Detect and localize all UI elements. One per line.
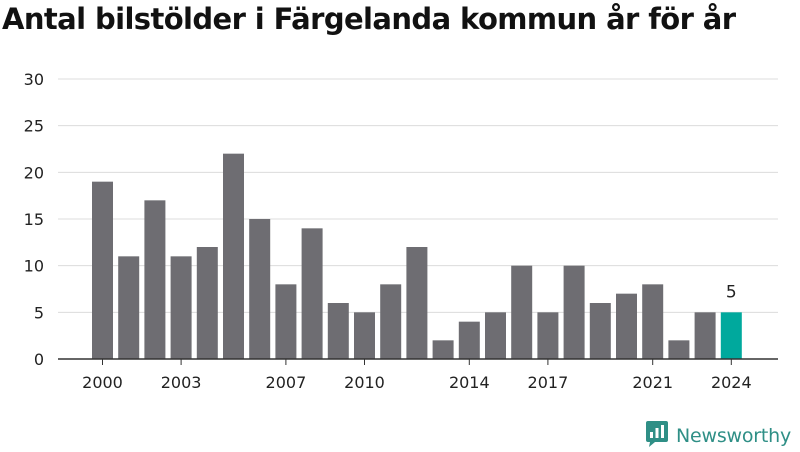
y-tick-label: 15: [24, 210, 44, 229]
bar-2005: [223, 153, 244, 359]
y-tick-label: 20: [24, 163, 44, 182]
newsworthy-logo-icon: [644, 420, 670, 452]
bar-2006: [249, 219, 271, 359]
x-tick-label: 2021: [632, 373, 673, 392]
bar-2021: [642, 284, 664, 359]
bar-2016: [511, 265, 533, 359]
bar-2022: [668, 340, 690, 359]
data-labels: 5: [726, 282, 737, 302]
bar-2002: [144, 200, 166, 359]
bar-2009: [327, 303, 349, 359]
x-tick-label: 2010: [344, 373, 385, 392]
bar-2001: [118, 256, 140, 359]
brand-name: Newsworthy: [676, 425, 792, 447]
chart-title: Antal bilstölder i Färgelanda kommun år …: [2, 2, 736, 36]
bar-2000: [92, 181, 113, 359]
y-axis-tick-labels: 0 5 10 15 20 25 30: [24, 70, 44, 369]
bars: [92, 153, 742, 359]
bar-2019: [589, 303, 611, 359]
y-tick-label: 30: [24, 70, 44, 89]
x-tick-label: 2007: [266, 373, 307, 392]
bar-2015: [485, 312, 506, 359]
y-tick-label: 0: [34, 350, 44, 369]
x-tick-label: 2014: [449, 373, 490, 392]
bar-2008: [301, 228, 323, 359]
bar-2011: [380, 284, 402, 359]
y-tick-label: 5: [34, 303, 44, 322]
x-tick-label: 2017: [528, 373, 569, 392]
x-tick-label: 2024: [711, 373, 752, 392]
bar-2007: [275, 284, 297, 359]
x-axis-ticks: 2000 2003 2007 2010 2014 2017 2021 2024: [82, 359, 752, 392]
bar-2014: [458, 321, 480, 359]
bar-2013: [432, 340, 454, 359]
bar-2020: [616, 293, 637, 359]
x-tick-label: 2000: [82, 373, 123, 392]
y-tick-label: 10: [24, 257, 44, 276]
brand-logo: Newsworthy: [644, 420, 791, 452]
bar-2023: [694, 312, 716, 359]
bar-2018: [563, 265, 585, 359]
bar-2003: [170, 256, 192, 359]
bar-2004: [196, 247, 218, 359]
data-label: 5: [726, 282, 737, 302]
bar-2012: [406, 247, 428, 359]
bar-2010: [354, 312, 375, 359]
bar-2017: [537, 312, 559, 359]
bar-2024: [720, 312, 742, 359]
x-tick-label: 2003: [161, 373, 202, 392]
y-tick-label: 25: [24, 117, 44, 136]
